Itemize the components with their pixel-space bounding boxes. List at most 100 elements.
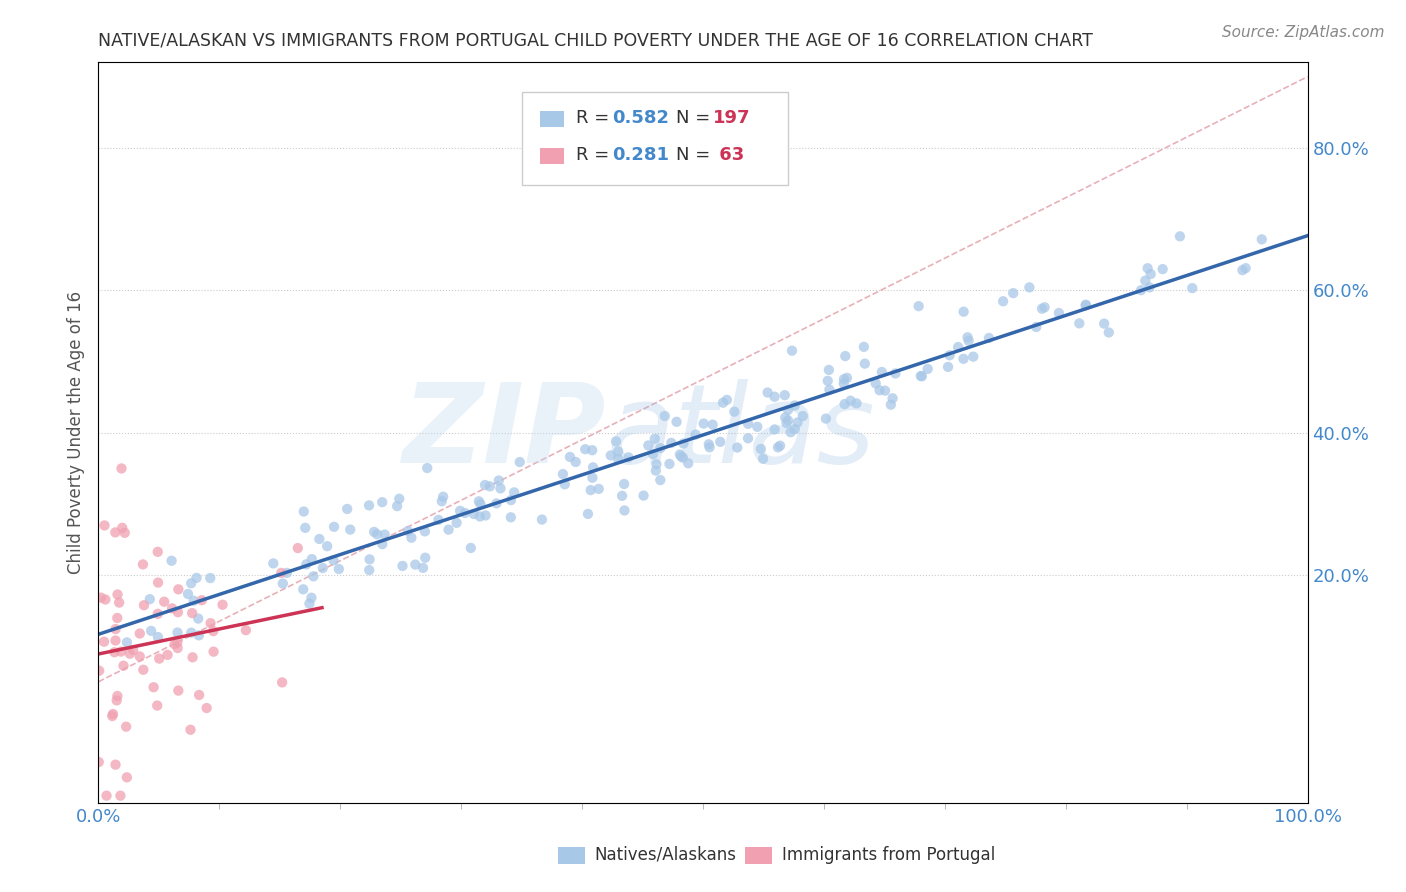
Point: [599, 449, 621, 463]
Point: [183, 593, 205, 607]
Point: [613, 477, 636, 491]
Text: Natives/Alaskans: Natives/Alaskans: [595, 846, 737, 863]
Point: [551, 467, 574, 481]
Point: [1074, 298, 1097, 312]
Point: [853, 357, 876, 371]
Point: [779, 425, 801, 440]
Point: [644, 464, 666, 478]
Point: [200, 571, 222, 585]
Point: [160, 601, 183, 615]
Point: [270, 566, 292, 580]
Point: [1234, 261, 1257, 276]
Point: [181, 606, 204, 620]
Text: R =: R =: [576, 146, 614, 164]
Point: [588, 482, 610, 496]
Point: [396, 524, 419, 538]
Text: 63: 63: [713, 146, 744, 164]
Point: [359, 552, 381, 566]
Point: [489, 482, 512, 496]
Point: [371, 537, 394, 551]
Point: [262, 557, 284, 571]
Point: [166, 625, 188, 640]
Point: [93, 634, 115, 648]
Point: [104, 525, 127, 540]
Point: [104, 622, 127, 636]
Point: [89, 664, 111, 678]
Point: [654, 409, 676, 423]
Point: [295, 558, 318, 572]
Point: [430, 494, 453, 508]
Point: [756, 385, 779, 400]
Point: [814, 411, 837, 425]
Point: [957, 334, 980, 348]
Point: [166, 635, 188, 649]
Point: [669, 448, 692, 462]
Point: [716, 392, 738, 407]
Point: [93, 518, 115, 533]
Point: [564, 455, 586, 469]
Point: [1025, 320, 1047, 334]
Point: [711, 395, 734, 409]
Point: [671, 450, 693, 464]
Point: [298, 597, 321, 611]
Point: [271, 576, 294, 591]
Point: [301, 552, 323, 566]
Point: [769, 439, 792, 453]
Point: [460, 541, 482, 555]
Point: [956, 330, 979, 344]
Point: [873, 384, 896, 398]
Bar: [540, 147, 564, 164]
Point: [132, 663, 155, 677]
Point: [96, 789, 118, 803]
Point: [112, 658, 135, 673]
Point: [709, 434, 731, 449]
Point: [287, 541, 309, 555]
Y-axis label: Child Poverty Under the Age of 16: Child Poverty Under the Age of 16: [66, 291, 84, 574]
Point: [105, 611, 128, 625]
Point: [412, 561, 434, 575]
Point: [468, 509, 491, 524]
Point: [702, 417, 724, 432]
Point: [388, 491, 411, 506]
Point: [991, 294, 1014, 309]
Point: [437, 523, 460, 537]
Point: [139, 592, 162, 607]
Point: [884, 367, 907, 381]
Point: [817, 374, 839, 388]
Point: [160, 554, 183, 568]
Text: Immigrants from Portugal: Immigrants from Portugal: [782, 846, 995, 863]
Point: [374, 527, 396, 541]
Point: [413, 524, 436, 539]
Point: [509, 455, 531, 469]
Point: [371, 495, 394, 509]
Point: [167, 683, 190, 698]
Point: [617, 450, 640, 465]
Point: [786, 416, 808, 430]
Point: [328, 562, 350, 576]
Point: [672, 436, 695, 450]
Point: [699, 440, 721, 454]
Point: [195, 701, 218, 715]
Point: [179, 723, 201, 737]
Point: [104, 757, 127, 772]
Point: [101, 706, 124, 721]
Point: [641, 447, 664, 461]
Text: atlas: atlas: [606, 379, 875, 486]
Point: [104, 633, 127, 648]
Point: [834, 349, 856, 363]
Point: [763, 390, 786, 404]
Point: [749, 442, 772, 456]
Point: [650, 441, 672, 455]
Text: NATIVE/ALASKAN VS IMMIGRANTS FROM PORTUGAL CHILD POVERTY UNDER THE AGE OF 16 COR: NATIVE/ALASKAN VS IMMIGRANTS FROM PORTUG…: [98, 32, 1094, 50]
Point: [132, 558, 155, 572]
Point: [122, 643, 145, 657]
Point: [308, 532, 330, 546]
Point: [880, 398, 903, 412]
Point: [167, 605, 190, 619]
Point: [101, 709, 124, 723]
Point: [776, 403, 799, 417]
Text: R =: R =: [576, 109, 614, 127]
Point: [200, 616, 222, 631]
Point: [835, 371, 858, 385]
Point: [202, 645, 225, 659]
